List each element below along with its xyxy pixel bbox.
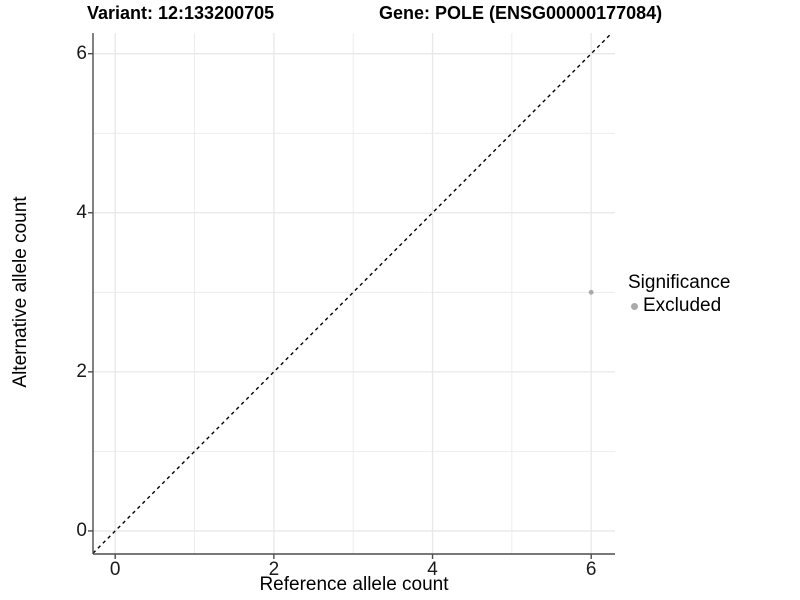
legend-point-marker (631, 302, 638, 310)
legend-title: Significance (628, 272, 731, 293)
identity-dashed-line (92, 32, 613, 554)
y-tick-label: 6 (76, 42, 87, 64)
x-tick-label: 4 (427, 559, 438, 580)
y-tick-label: 4 (76, 201, 87, 223)
x-tick-label: 2 (268, 559, 280, 580)
y-axis-title: Alternative allele count (10, 196, 31, 388)
x-tick-label: 6 (585, 559, 597, 580)
legend-entry-label: Excluded (643, 295, 722, 316)
plot-title-variant: Variant: 12:133200705 (87, 3, 275, 23)
data-point (588, 289, 594, 295)
legend-entry-excluded: Excluded (631, 295, 730, 317)
legend: Significance Excluded (628, 272, 730, 317)
x-tick-label: 0 (109, 559, 121, 580)
y-tick-label: 0 (76, 519, 87, 541)
x-axis-title: Reference allele count (259, 574, 449, 595)
plot-title-gene: Gene: POLE (ENSG00000177084) (379, 3, 663, 23)
y-tick-label: 2 (76, 360, 87, 382)
